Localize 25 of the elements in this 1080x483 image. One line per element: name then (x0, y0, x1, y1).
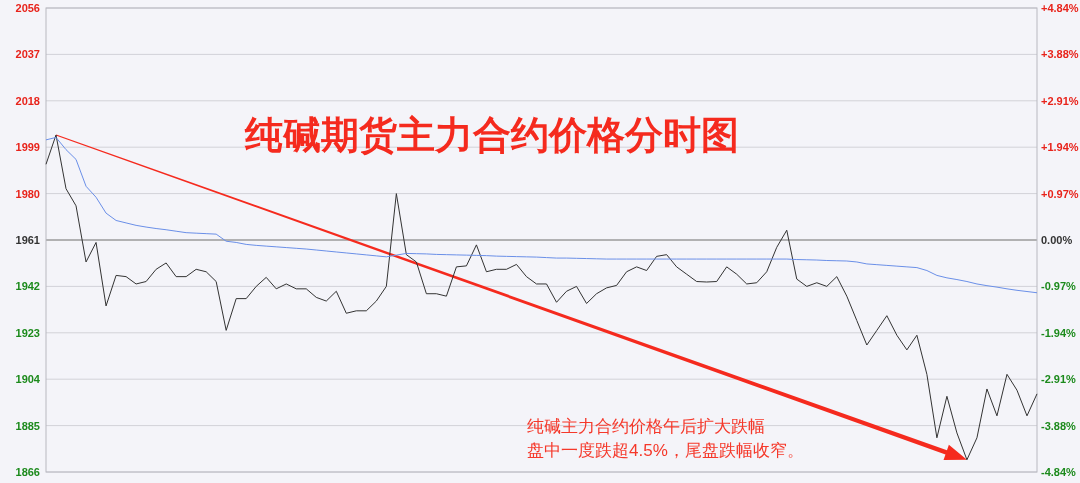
y2-tick-label: -1.94% (1041, 326, 1077, 339)
annotation: 盘中一度跌超4.5%，尾盘跌幅收窄。 (527, 441, 804, 460)
y2-tick-label: +1.94% (1041, 141, 1079, 154)
y-tick-label: 2018 (15, 94, 40, 107)
y-tick-label: 1923 (15, 326, 40, 339)
y-tick-label: 1980 (15, 187, 40, 200)
title: 纯碱期货主力合约价格分时图 (244, 114, 739, 156)
y2-tick-label: +2.91% (1041, 94, 1079, 107)
y-tick-label: 2056 (15, 2, 40, 14)
y-tick-label: 2037 (15, 48, 40, 61)
y-tick-label: 1904 (15, 373, 41, 386)
annotation: 纯碱主力合约价格午后扩大跌幅 (527, 417, 765, 436)
y-tick-label: 1866 (15, 466, 40, 478)
y2-tick-label: 0.00% (1041, 234, 1073, 246)
y-tick-label: 1942 (15, 280, 40, 293)
y-tick-label: 1999 (15, 141, 40, 154)
y2-tick-label: -2.91% (1041, 373, 1077, 386)
y2-tick-label: -3.88% (1041, 419, 1077, 432)
y-tick-label: 1961 (15, 234, 40, 246)
y2-tick-label: -4.84% (1041, 466, 1077, 478)
y-tick-label: 1885 (15, 419, 40, 432)
y2-tick-label: -0.97% (1041, 280, 1077, 293)
y2-tick-label: +3.88% (1041, 48, 1079, 61)
y2-tick-label: +0.97% (1041, 187, 1079, 200)
y2-tick-label: +4.84% (1041, 2, 1079, 14)
